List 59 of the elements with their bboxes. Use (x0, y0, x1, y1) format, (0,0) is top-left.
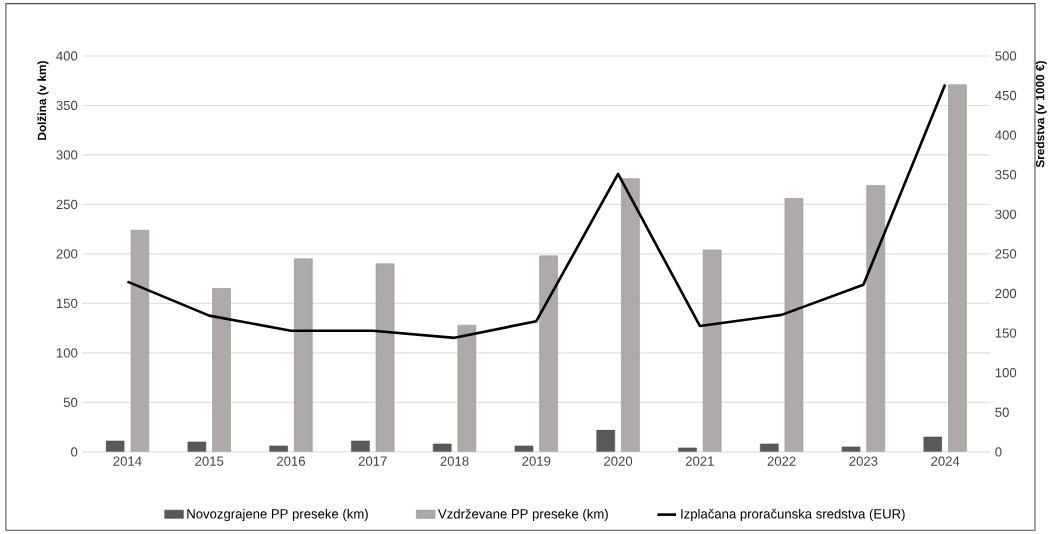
bar (514, 445, 534, 452)
x-tick-label: 2019 (522, 456, 551, 466)
y-tick-label: 350 (56, 100, 78, 110)
bar (678, 447, 697, 452)
bar (866, 185, 885, 452)
bar (621, 178, 640, 452)
y-tick-label: 150 (56, 298, 78, 308)
bar (784, 198, 804, 452)
y-tick-label: 250 (56, 199, 78, 209)
x-tick-label: 2016 (277, 456, 305, 466)
x-tick-label: 2024 (931, 456, 960, 466)
y2-tick-label: 50 (995, 407, 1009, 417)
bar (948, 84, 967, 452)
bar (923, 436, 943, 452)
bar (269, 445, 288, 452)
line-series (126, 82, 947, 340)
y2-tick-label: 250 (995, 249, 1017, 259)
y-tick-label: 400 (56, 51, 78, 61)
bar (375, 263, 395, 452)
y2-tick-label: 100 (995, 367, 1017, 378)
x-tick-label: 2020 (604, 456, 633, 466)
x-tick-label: 2018 (440, 456, 469, 466)
legend-label: Vzdrževane PP preseke (km) (438, 508, 608, 521)
y-tick-label: 100 (56, 348, 78, 358)
legend-label: Izplačana proračunska sredstva (EUR) (681, 508, 905, 521)
bar (351, 440, 370, 452)
y2-tick-label: 500 (995, 51, 1017, 61)
y2-tick-label: 400 (995, 130, 1017, 140)
bar (539, 255, 558, 452)
x-tick-label: 2021 (685, 456, 714, 466)
y2-axis-title: Sredstva (v 1000 €) (1035, 61, 1047, 168)
x-tick-label: 2014 (113, 456, 142, 466)
y2-tick-label: 350 (995, 169, 1017, 180)
y2-tick-label: 450 (995, 90, 1017, 101)
bar (760, 443, 779, 452)
bar (294, 258, 313, 452)
bar (457, 324, 477, 452)
y-tick-label: 300 (56, 150, 78, 160)
bar (841, 446, 861, 452)
bar (596, 429, 615, 452)
y-tick-label: 0 (71, 447, 78, 457)
y2-tick-label: 150 (995, 328, 1017, 338)
y2-tick-label: 200 (995, 288, 1017, 298)
bar (702, 249, 722, 452)
x-tick-label: 2017 (358, 456, 387, 466)
y-tick-label: 50 (63, 397, 78, 407)
x-tick-label: 2022 (767, 456, 796, 466)
x-tick-label: 2023 (849, 456, 878, 466)
y2-tick-label: 0 (995, 447, 1002, 457)
bar (432, 443, 452, 452)
y-tick-label: 200 (56, 249, 78, 259)
bar (187, 441, 207, 452)
bar (212, 288, 231, 452)
x-tick-label: 2015 (195, 456, 224, 466)
bar (130, 229, 150, 452)
bar (105, 440, 125, 452)
y-axis-title: Dolžina (v km) (37, 61, 49, 140)
legend-label: Novozgrajene PP preseke (km) (187, 508, 368, 521)
y2-tick-label: 300 (995, 209, 1017, 219)
